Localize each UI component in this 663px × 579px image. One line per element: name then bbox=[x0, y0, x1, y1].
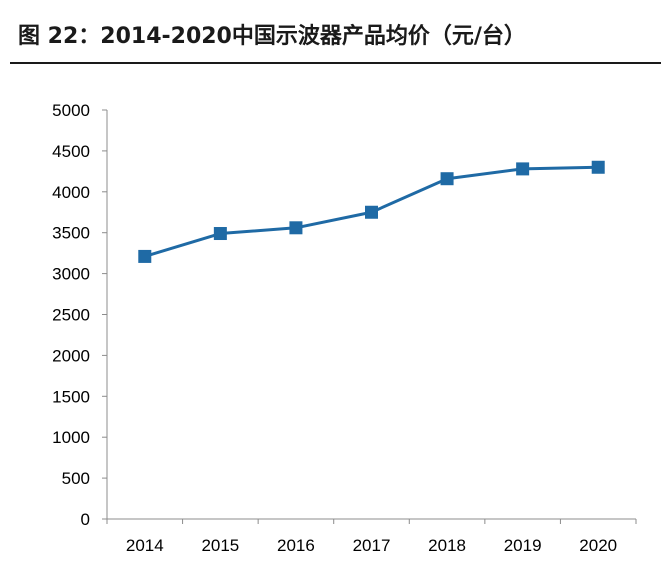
x-tick-label: 2017 bbox=[353, 536, 391, 555]
y-tick-label: 3000 bbox=[52, 265, 90, 284]
series-group bbox=[138, 160, 605, 263]
x-tick-label: 2015 bbox=[201, 536, 239, 555]
y-tick-label: 3500 bbox=[52, 224, 90, 243]
y-tick-label: 1500 bbox=[52, 387, 90, 406]
x-tick-label: 2018 bbox=[428, 536, 466, 555]
y-tick-label: 2000 bbox=[52, 346, 90, 365]
x-tick-label: 2019 bbox=[504, 536, 542, 555]
data-point-marker bbox=[516, 162, 530, 176]
data-point-marker bbox=[440, 172, 454, 186]
data-point-marker bbox=[289, 221, 303, 235]
data-point-marker bbox=[365, 205, 378, 219]
y-axis-ticks: 0 500 1000 1500 2000 2500 3000 3500 4000 4500 5000 bbox=[52, 101, 107, 529]
x-tick-label: 2020 bbox=[579, 536, 617, 555]
x-tick-label: 2016 bbox=[277, 536, 315, 555]
y-tick-label: 1000 bbox=[52, 428, 90, 447]
y-tick-label: 0 bbox=[81, 510, 90, 529]
y-tick-label: 4500 bbox=[52, 142, 90, 161]
chart-axes bbox=[106, 110, 636, 520]
y-tick-label: 4000 bbox=[52, 183, 90, 202]
data-point-marker bbox=[213, 227, 227, 241]
data-point-marker bbox=[138, 249, 152, 263]
x-tick-label: 2014 bbox=[126, 536, 164, 555]
y-tick-label: 5000 bbox=[52, 101, 90, 120]
x-axis-ticks: 2014 2015 2016 2017 2018 2019 2020 bbox=[106, 519, 637, 555]
y-tick-label: 2500 bbox=[52, 306, 90, 325]
y-tick-label: 500 bbox=[62, 469, 90, 488]
data-point-marker bbox=[591, 160, 605, 174]
chart-title: 图 22：2014-2020中国示波器产品均价（元/台） bbox=[18, 24, 526, 49]
title-divider bbox=[10, 62, 661, 64]
